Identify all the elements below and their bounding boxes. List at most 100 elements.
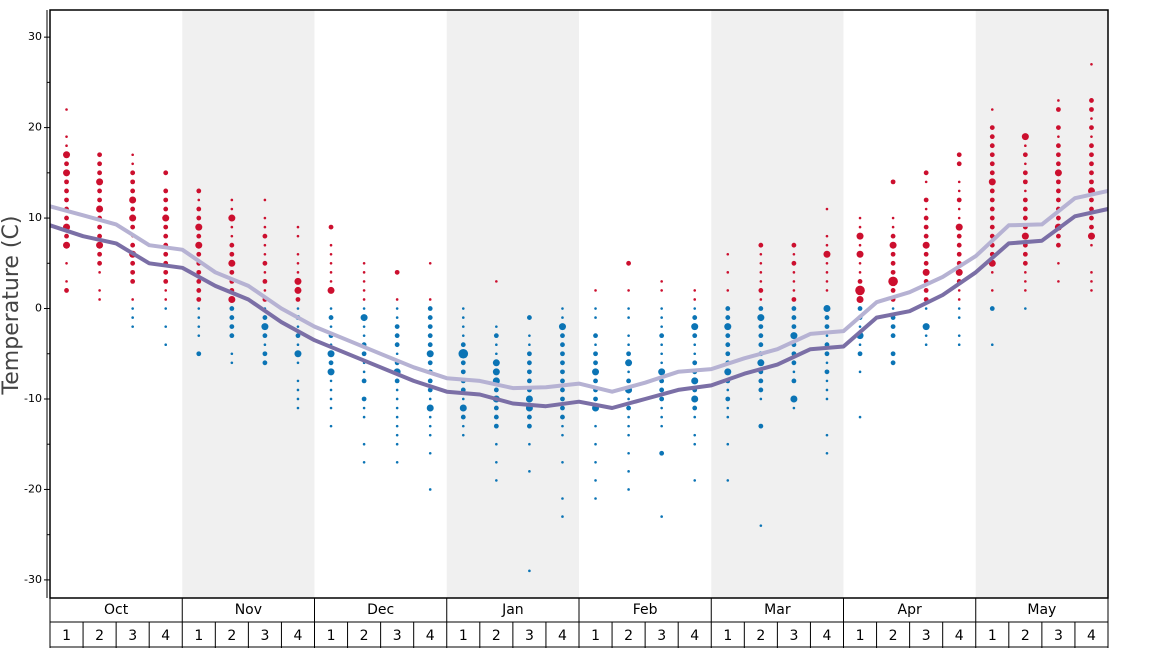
temperature-dot [1057, 261, 1060, 265]
temperature-dot [196, 188, 202, 194]
temperature-dot [891, 216, 895, 220]
temperature-dot [1089, 107, 1094, 112]
temperature-dot [460, 360, 466, 366]
temperature-dot [395, 442, 399, 446]
temperature-dot [858, 370, 862, 374]
temperature-dot [626, 405, 631, 411]
temperature-dot [924, 343, 928, 347]
week-label: 2 [756, 628, 765, 644]
temperature-dot [262, 351, 268, 357]
week-label: 3 [393, 628, 402, 644]
temperature-dot [360, 314, 368, 322]
temperature-dot [527, 414, 532, 420]
temperature-dot [327, 368, 335, 376]
temperature-dot [164, 307, 168, 310]
temperature-dot [923, 170, 929, 176]
temperature-dot [594, 442, 597, 446]
temperature-dot [527, 315, 532, 320]
temperature-dot [627, 451, 630, 455]
temperature-dot [1024, 144, 1027, 147]
temperature-dot [296, 406, 300, 410]
temperature-dot [525, 395, 533, 403]
temperature-dot [528, 343, 531, 347]
temperature-dot [858, 415, 862, 419]
temperature-dot [294, 286, 302, 294]
temperature-dot [757, 359, 765, 367]
temperature-dot [296, 361, 300, 365]
temperature-dot [229, 251, 235, 257]
temperature-dot [725, 342, 731, 348]
temperature-dot [594, 461, 597, 464]
temperature-dot [692, 360, 698, 366]
temperature-dot [1056, 233, 1061, 239]
y-tick-label: 10 [28, 211, 42, 224]
temperature-dot [328, 224, 334, 230]
temperature-dot [627, 343, 630, 347]
temperature-dot [461, 325, 465, 328]
temperature-dot [263, 343, 267, 347]
week-label: 4 [558, 628, 567, 644]
temperature-dot [1090, 117, 1093, 120]
temperature-dot [759, 280, 763, 283]
temperature-dot [890, 269, 896, 275]
temperature-dot [97, 188, 102, 194]
temperature-dot [660, 316, 663, 319]
temperature-dot [858, 261, 862, 265]
temperature-dot [957, 343, 961, 347]
temperature-dot [130, 260, 136, 266]
temperature-dot [923, 233, 929, 239]
temperature-dot [726, 479, 730, 482]
temperature-dot [196, 297, 202, 302]
temperature-dot [561, 316, 564, 319]
month-shade [446, 10, 579, 598]
temperature-dot [230, 198, 234, 202]
temperature-dot [759, 252, 763, 256]
temperature-dot [164, 289, 168, 292]
temperature-dot [627, 488, 630, 491]
temperature-dot [858, 325, 862, 328]
week-label: 2 [492, 628, 501, 644]
temperature-dot [890, 251, 896, 257]
temperature-dot [1089, 98, 1094, 103]
temperature-dot [196, 278, 202, 284]
temperature-dot [1056, 143, 1061, 149]
temperature-dot [1024, 289, 1027, 292]
temperature-dot [130, 188, 136, 194]
temperature-dot [725, 306, 731, 311]
temperature-dot [229, 242, 235, 248]
month-shade [182, 10, 315, 598]
temperature-dot [130, 224, 136, 230]
temperature-dot [461, 424, 465, 428]
temperature-dot [495, 343, 498, 347]
temperature-dot [197, 316, 201, 319]
week-label: 3 [260, 628, 269, 644]
temperature-dot [98, 271, 101, 274]
temperature-dot [792, 406, 796, 410]
temperature-dot [492, 368, 500, 376]
temperature-dot [65, 144, 68, 147]
temperature-dot [758, 387, 764, 393]
temperature-dot [461, 397, 465, 401]
temperature-dot [856, 295, 864, 303]
temperature-dot [328, 360, 334, 366]
temperature-dot [693, 298, 697, 301]
temperature-dot [493, 387, 499, 393]
temperature-dot [97, 161, 102, 167]
temperature-dot [660, 307, 663, 310]
temperature-dot [131, 162, 134, 166]
temperature-dot [792, 370, 796, 374]
temperature-dot [163, 170, 169, 176]
temperature-dot [1024, 307, 1027, 310]
temperature-dot [923, 260, 929, 266]
temperature-dot [395, 397, 399, 401]
temperature-dot [627, 370, 630, 374]
temperature-dot [725, 333, 731, 339]
temperature-dot [627, 289, 630, 292]
week-label: 4 [294, 628, 303, 644]
temperature-dot [823, 250, 831, 258]
temperature-dot [1057, 99, 1060, 102]
temperature-dot [858, 225, 862, 229]
temperature-dot [131, 307, 134, 310]
temperature-dot [989, 134, 995, 140]
